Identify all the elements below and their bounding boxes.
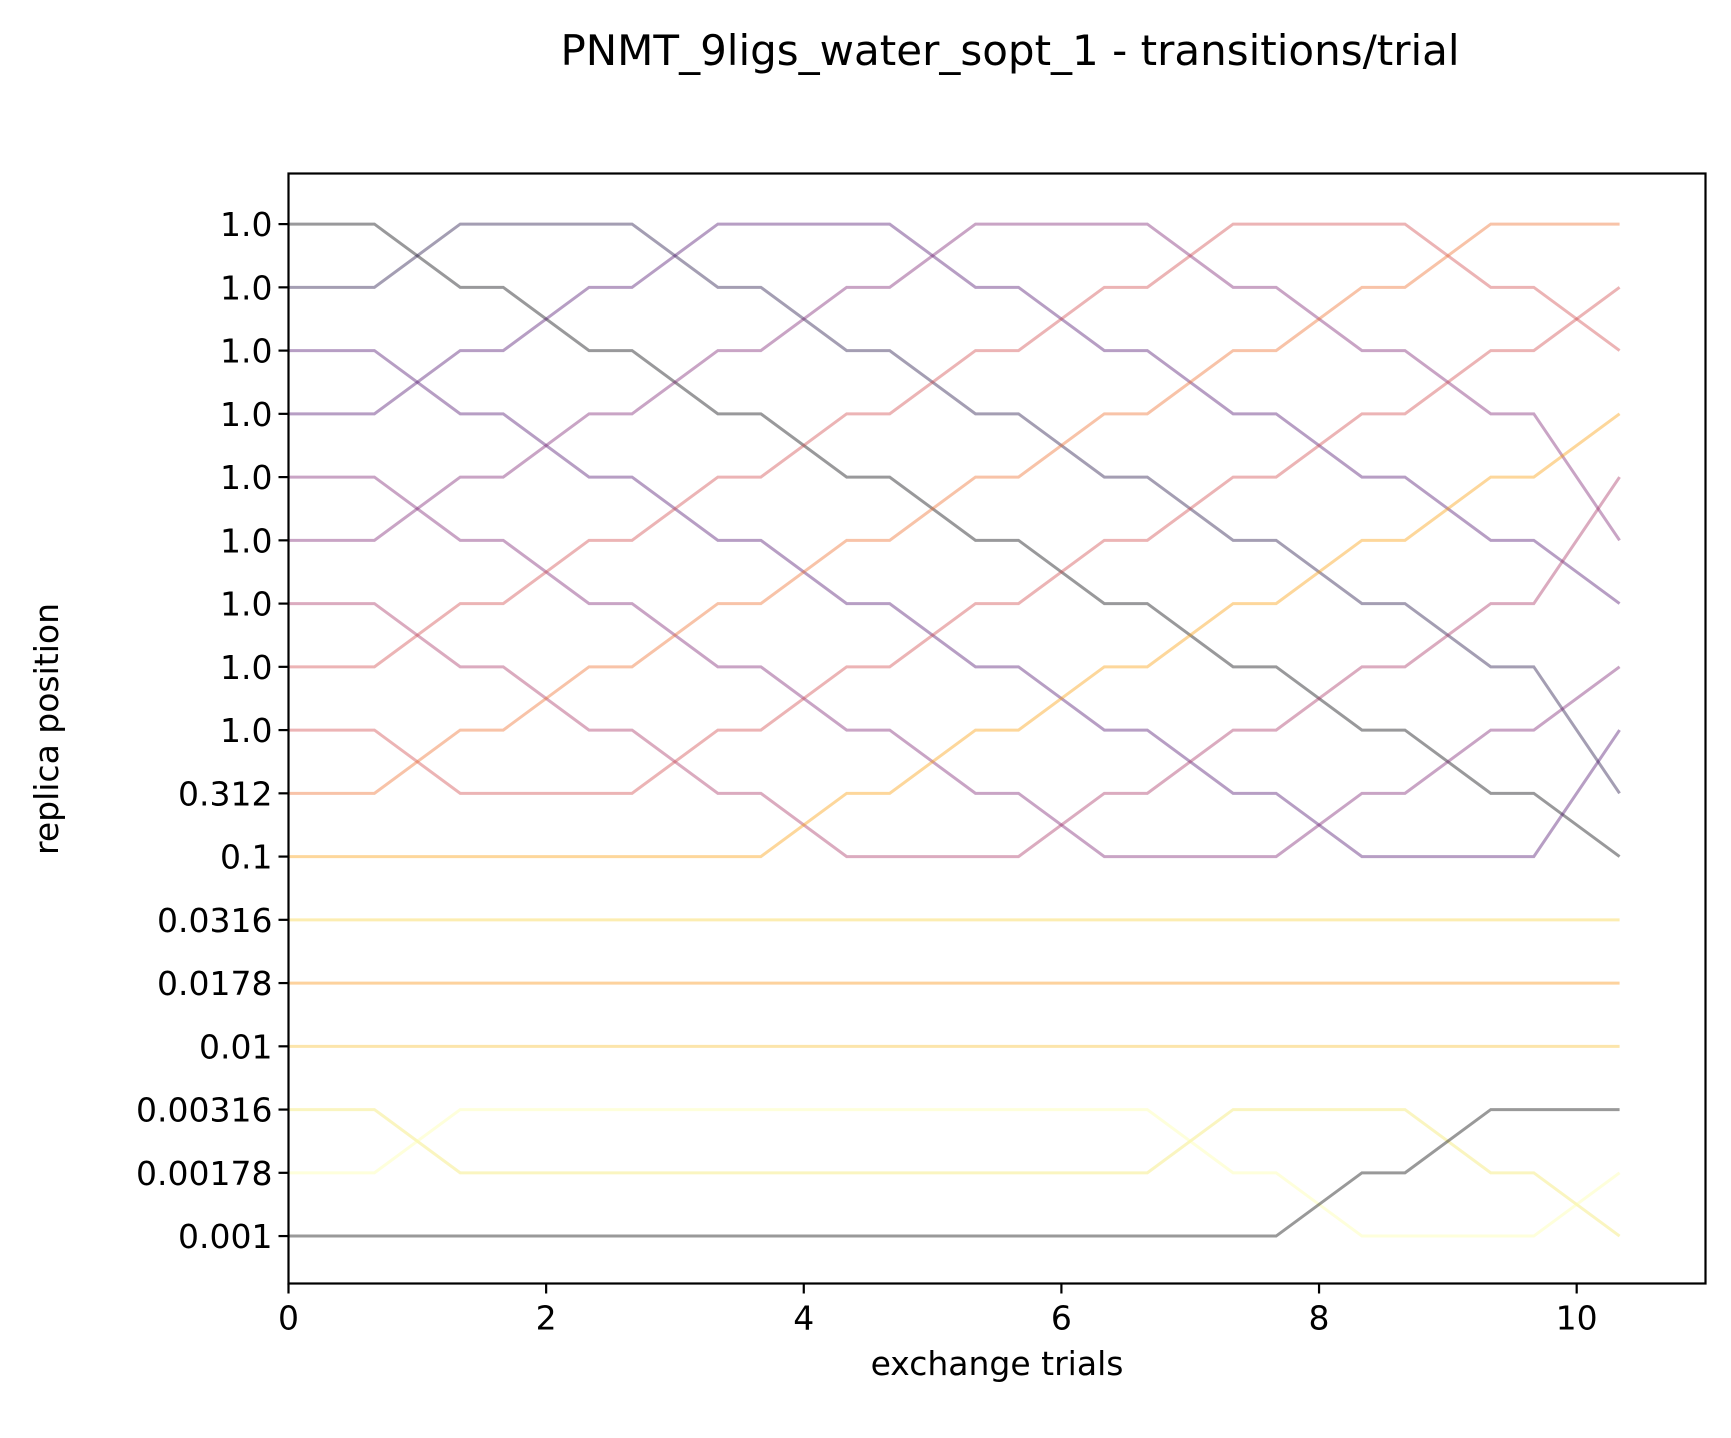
x-tick-label: 6 <box>1051 1299 1072 1338</box>
series-layer <box>288 222 1621 1238</box>
x-tick-label: 4 <box>793 1299 814 1338</box>
y-tick-label: 0.00178 <box>136 1154 272 1193</box>
series-line-16 <box>288 1108 1621 1238</box>
series-line-10 <box>288 222 1620 795</box>
series-line-6 <box>288 222 1621 542</box>
y-tick-label: 1.0 <box>220 332 272 371</box>
series-line-3 <box>288 349 1621 859</box>
x-tick-label: 2 <box>536 1299 557 1338</box>
x-tick-label: 8 <box>1309 1299 1330 1338</box>
series-line-1 <box>288 222 1621 858</box>
y-tick-label: 0.1 <box>220 838 272 877</box>
series-line-7 <box>288 476 1621 859</box>
y-tick-label: 0.0316 <box>157 901 272 940</box>
series-line-5 <box>288 475 1621 859</box>
y-tick-label: 0.312 <box>178 774 272 813</box>
series-line-9 <box>288 222 1621 669</box>
y-tick-label: 0.00316 <box>136 1091 272 1130</box>
x-tick-label: 10 <box>1556 1299 1598 1338</box>
y-axis-label: replica position <box>27 603 66 855</box>
x-axis: 0 2 4 6 8 10 <box>278 1283 1598 1338</box>
x-tick-label: 0 <box>278 1299 299 1338</box>
series-line-4 <box>288 222 1621 605</box>
chart-title: PNMT_9ligs_water_sopt_1 - transitions/tr… <box>560 26 1459 75</box>
y-tick-label: 1.0 <box>220 205 272 244</box>
series-line-15 <box>288 1108 1621 1238</box>
series-line-8 <box>288 286 1621 795</box>
y-tick-label: 1.0 <box>220 648 272 687</box>
series-line-2 <box>288 222 1621 795</box>
y-tick-label: 1.0 <box>220 585 272 624</box>
y-tick-label: 0.01 <box>199 1027 272 1066</box>
y-tick-label: 1.0 <box>220 268 272 307</box>
series-line-11 <box>288 412 1621 859</box>
series-line-17 <box>288 1108 1620 1238</box>
y-tick-label: 1.0 <box>220 458 272 497</box>
x-axis-label: exchange trials <box>871 1344 1124 1383</box>
y-tick-label: 0.0178 <box>157 964 272 1003</box>
y-tick-label: 1.0 <box>220 521 272 560</box>
y-tick-label: 1.0 <box>220 711 272 750</box>
plot-frame <box>287 172 1707 1285</box>
y-axis: 0.001 0.00178 0.00316 0.01 0.0178 0.0316 0.1 0.… <box>136 205 289 1256</box>
y-tick-label: 0.001 <box>178 1217 272 1256</box>
y-tick-label: 1.0 <box>220 395 272 434</box>
